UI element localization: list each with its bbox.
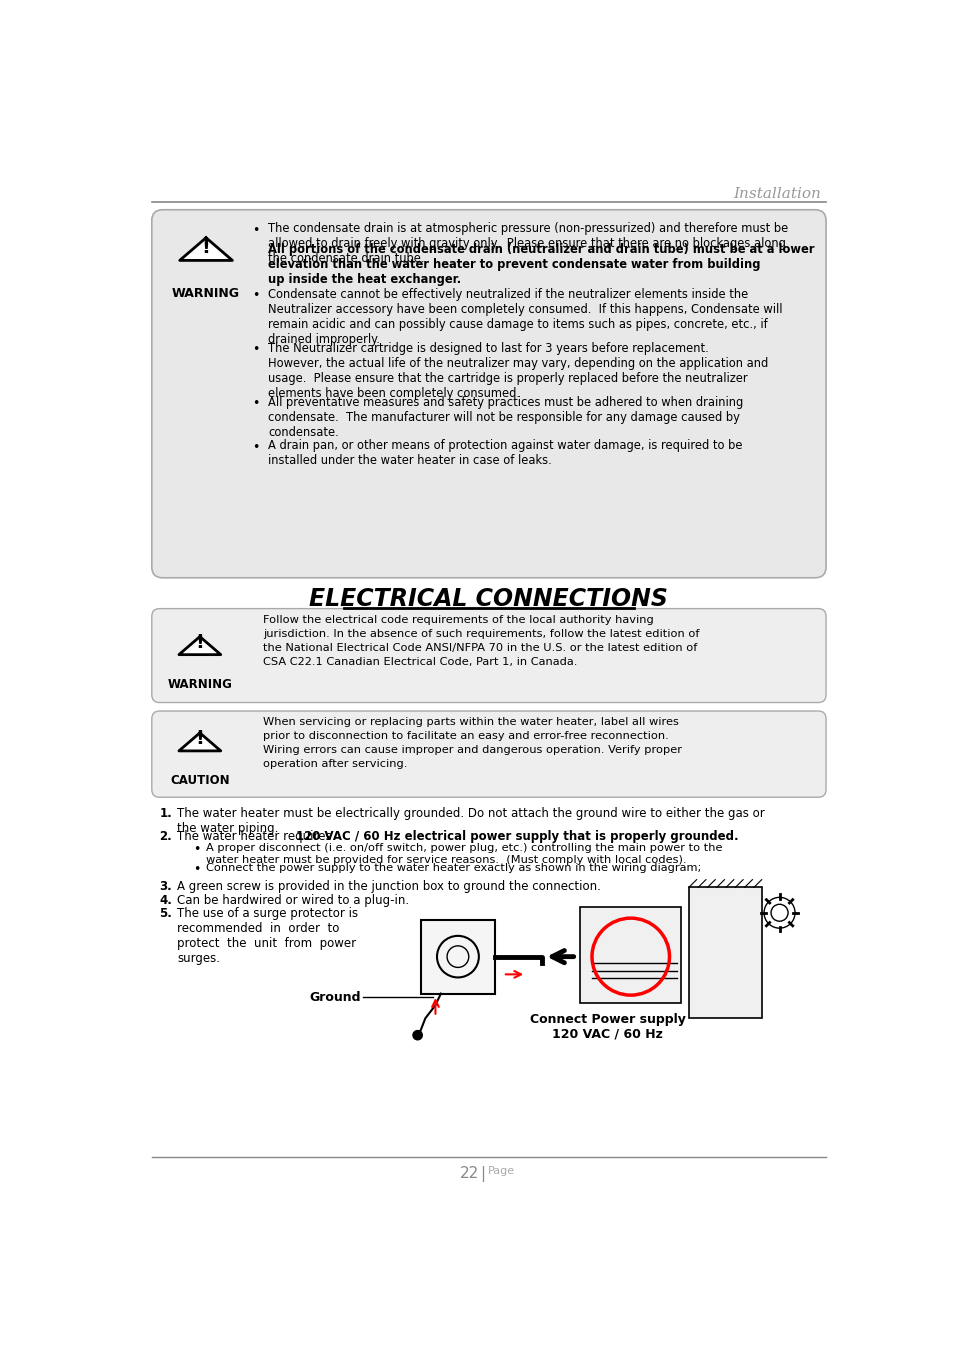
Text: WARNING: WARNING [167, 678, 232, 691]
Text: Connect the power supply to the water heater exactly as shown in the wiring diag: Connect the power supply to the water he… [206, 863, 700, 872]
Text: ELECTRICAL CONNECTIONS: ELECTRICAL CONNECTIONS [309, 587, 668, 612]
Text: Installation: Installation [732, 186, 820, 201]
Circle shape [413, 1030, 422, 1040]
Text: 2.: 2. [159, 830, 172, 842]
Text: •: • [252, 224, 259, 236]
Text: !: ! [201, 238, 211, 256]
Text: !: ! [195, 633, 204, 652]
Text: •: • [252, 343, 259, 356]
Bar [421, 921, 495, 994]
FancyBboxPatch shape [152, 711, 825, 798]
Text: 3.: 3. [159, 880, 172, 892]
Text: All portions of the condensate drain (neutralizer and drain tube) must be at a l: All portions of the condensate drain (ne… [268, 243, 814, 286]
Text: 5.: 5. [159, 907, 172, 921]
Text: Can be hardwired or wired to a plug-in.: Can be hardwired or wired to a plug-in. [177, 894, 409, 906]
Text: 120 VAC / 60 Hz electrical power supply that is properly grounded.: 120 VAC / 60 Hz electrical power supply … [295, 830, 738, 842]
Text: The water heater must be electrically grounded. Do not attach the ground wire to: The water heater must be electrically gr… [177, 807, 764, 836]
Bar [579, 907, 680, 1003]
Text: Condensate cannot be effectively neutralized if the neutralizer elements inside : Condensate cannot be effectively neutral… [268, 288, 781, 346]
Text: !: ! [195, 729, 204, 748]
Bar [688, 887, 761, 1018]
Polygon shape [179, 238, 233, 261]
Text: •: • [252, 397, 259, 410]
Text: A proper disconnect (i.e. on/off switch, power plug, etc.) controlling the main : A proper disconnect (i.e. on/off switch,… [206, 844, 721, 865]
Text: Follow the electrical code requirements of the local authority having
jurisdicti: Follow the electrical code requirements … [263, 614, 700, 667]
Text: •: • [193, 863, 200, 876]
Text: A green screw is provided in the junction box to ground the connection.: A green screw is provided in the junctio… [177, 880, 600, 892]
Text: A drain pan, or other means of protection against water damage, is required to b: A drain pan, or other means of protectio… [268, 439, 741, 467]
Text: •: • [252, 440, 259, 454]
Polygon shape [179, 637, 220, 655]
Text: Connect Power supply
120 VAC / 60 Hz: Connect Power supply 120 VAC / 60 Hz [530, 1012, 685, 1041]
Polygon shape [179, 733, 220, 751]
Text: The water heater requires: The water heater requires [177, 830, 335, 842]
Text: •: • [252, 289, 259, 302]
Text: The condensate drain is at atmospheric pressure (non-pressurized) and therefore : The condensate drain is at atmospheric p… [268, 221, 787, 265]
FancyBboxPatch shape [152, 609, 825, 702]
Text: All preventative measures and safety practices must be adhered to when draining
: All preventative measures and safety pra… [268, 396, 742, 439]
Text: Ground: Ground [309, 991, 360, 1004]
Text: 4.: 4. [159, 894, 172, 906]
Text: 1.: 1. [159, 807, 172, 821]
Text: CAUTION: CAUTION [170, 774, 230, 787]
Text: |: | [480, 1166, 485, 1183]
Text: The use of a surge protector is
recommended  in  order  to
protect  the  unit  f: The use of a surge protector is recommen… [177, 907, 358, 965]
Text: WARNING: WARNING [172, 286, 240, 300]
FancyBboxPatch shape [152, 209, 825, 578]
Text: The Neutralizer cartridge is designed to last for 3 years before replacement.
Ho: The Neutralizer cartridge is designed to… [268, 342, 767, 400]
Text: •: • [193, 844, 200, 856]
Text: Page: Page [488, 1166, 515, 1176]
Text: 22: 22 [459, 1166, 478, 1181]
Text: When servicing or replacing parts within the water heater, label all wires
prior: When servicing or replacing parts within… [263, 717, 681, 769]
